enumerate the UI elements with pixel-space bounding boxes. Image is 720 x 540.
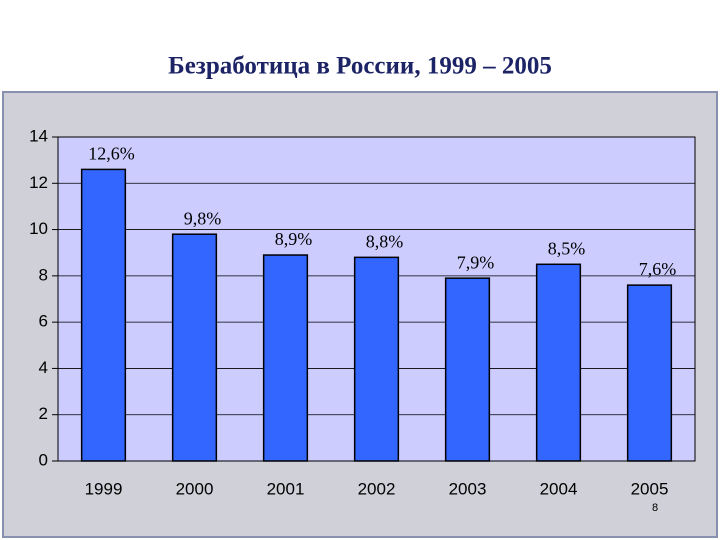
x-tick-label: 2001 <box>267 479 305 498</box>
bar <box>80 168 127 462</box>
bar <box>535 263 582 462</box>
x-tick-label: 2003 <box>449 479 487 498</box>
data-label: 8,9% <box>275 229 313 249</box>
page-number: 8 <box>652 502 658 514</box>
bar <box>171 233 218 462</box>
bar <box>353 256 400 462</box>
y-tick-label: 10 <box>29 219 48 238</box>
x-tick-label: 2004 <box>540 479 578 498</box>
y-tick-label: 8 <box>39 265 48 284</box>
x-tick-label: 2002 <box>358 479 396 498</box>
y-tick-label: 2 <box>39 404 48 423</box>
data-label: 12,6% <box>88 144 135 164</box>
chart-title: Безработица в России, 1999 – 2005 <box>168 53 552 80</box>
bar <box>444 277 491 462</box>
x-tick-label: 2000 <box>176 479 214 498</box>
y-tick-label: 4 <box>39 358 48 377</box>
data-label: 8,8% <box>366 231 404 251</box>
x-tick-label: 1999 <box>85 479 123 498</box>
bar <box>626 284 673 462</box>
data-label: 7,6% <box>639 259 677 279</box>
data-label: 7,9% <box>457 252 495 272</box>
y-tick-label: 0 <box>39 450 48 469</box>
y-tick-label: 6 <box>39 312 48 331</box>
y-tick-label: 14 <box>29 126 48 145</box>
bar <box>262 254 309 462</box>
y-tick-label: 12 <box>29 173 48 192</box>
data-label: 9,8% <box>184 208 222 228</box>
x-tick-label: 2005 <box>631 479 669 498</box>
data-label: 8,5% <box>548 238 586 258</box>
